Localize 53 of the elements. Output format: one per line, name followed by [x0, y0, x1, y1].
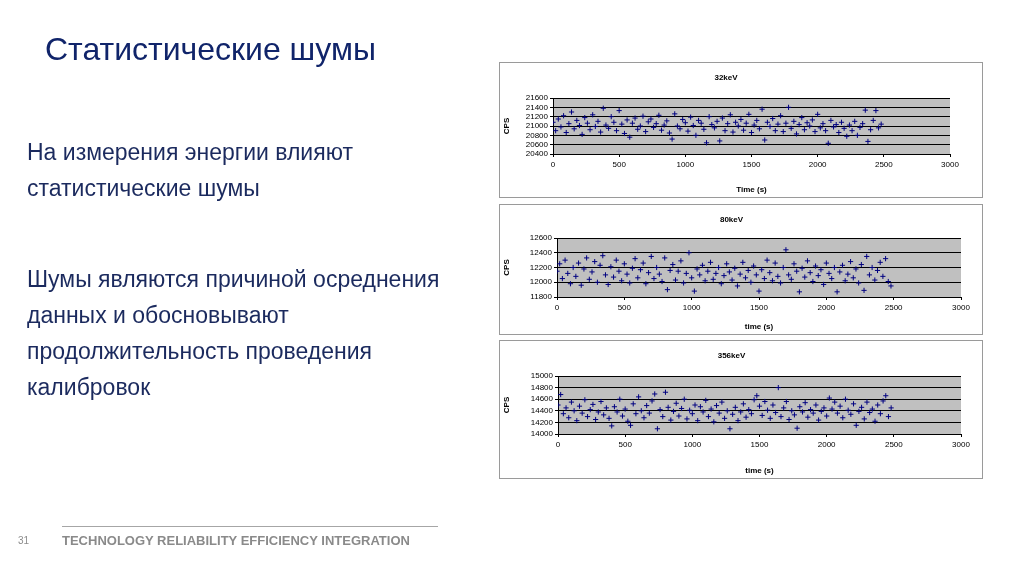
x-tick-label: 1500	[750, 303, 769, 312]
y-tick-label: 14400	[530, 406, 554, 415]
chart-title: 80keV	[719, 215, 744, 224]
x-tick-label: 2000	[817, 440, 837, 449]
y-tick-label: 14200	[530, 417, 554, 427]
x-tick-label: 3000	[941, 160, 960, 169]
y-tick-label: 12200	[529, 262, 553, 272]
x-tick-label: 1500	[750, 440, 769, 449]
y-tick-label: 21400	[525, 102, 549, 112]
y-tick-label: 12600	[529, 233, 553, 243]
text: Статистические шумы	[45, 31, 376, 67]
chart-title: 32keV	[714, 73, 739, 82]
y-tick-label: 21000	[525, 121, 549, 131]
x-tick-label: 2500	[884, 303, 904, 312]
text: На измерения энергии влияют статистические шумы	[27, 139, 353, 201]
y-axis-title: CPS	[502, 117, 511, 135]
text: TECHNOLOGY RELIABILITY EFFICIENCY INTEGRATION	[62, 533, 410, 548]
y-tick-label: 11800	[530, 292, 553, 302]
x-tick-label: 500	[618, 440, 633, 449]
y-tick-label: 20800	[525, 130, 549, 140]
x-tick-label: 3000	[952, 440, 971, 449]
x-tick-label: 2500	[874, 160, 894, 169]
x-axis-title: time (s)	[744, 322, 774, 332]
y-axis-title: CPS	[502, 396, 511, 414]
x-tick-label: 1000	[682, 303, 702, 312]
x-tick-label: 2500	[884, 440, 904, 449]
y-tick-label: 12000	[529, 277, 553, 287]
y-tick-label: 20600	[525, 139, 549, 149]
x-tick-label: 1000	[683, 440, 702, 449]
y-tick-label: 15000	[530, 371, 554, 381]
x-tick-label: 1500	[742, 160, 761, 169]
x-tick-label: 0	[555, 440, 561, 449]
x-tick-label: 500	[617, 303, 632, 312]
y-tick-label: 12400	[529, 247, 553, 257]
chart-title: 356keV	[717, 351, 746, 360]
y-tick-label: 21200	[525, 111, 549, 121]
y-tick-label: 14800	[530, 382, 554, 392]
y-tick-label: 21600	[525, 93, 549, 103]
text: 31	[18, 535, 30, 546]
text: Шумы являются причиной осреднения данных и обосновывают продолжительность проведения калибровок	[27, 266, 440, 400]
y-tick-label: 20400	[525, 149, 549, 159]
x-tick-label: 3000	[952, 303, 971, 312]
x-tick-label: 500	[612, 160, 627, 169]
y-axis-title: CPS	[502, 258, 511, 276]
x-axis-title: Time (s)	[736, 185, 768, 195]
x-tick-label: 0	[554, 303, 560, 312]
x-tick-label: 2000	[817, 303, 836, 312]
x-tick-label: 1000	[676, 160, 695, 169]
x-axis-title: time (s)	[745, 466, 775, 476]
x-tick-label: 2000	[808, 160, 828, 169]
x-tick-label: 0	[550, 160, 556, 169]
y-tick-label: 14000	[530, 429, 554, 439]
y-tick-label: 14600	[530, 394, 554, 404]
